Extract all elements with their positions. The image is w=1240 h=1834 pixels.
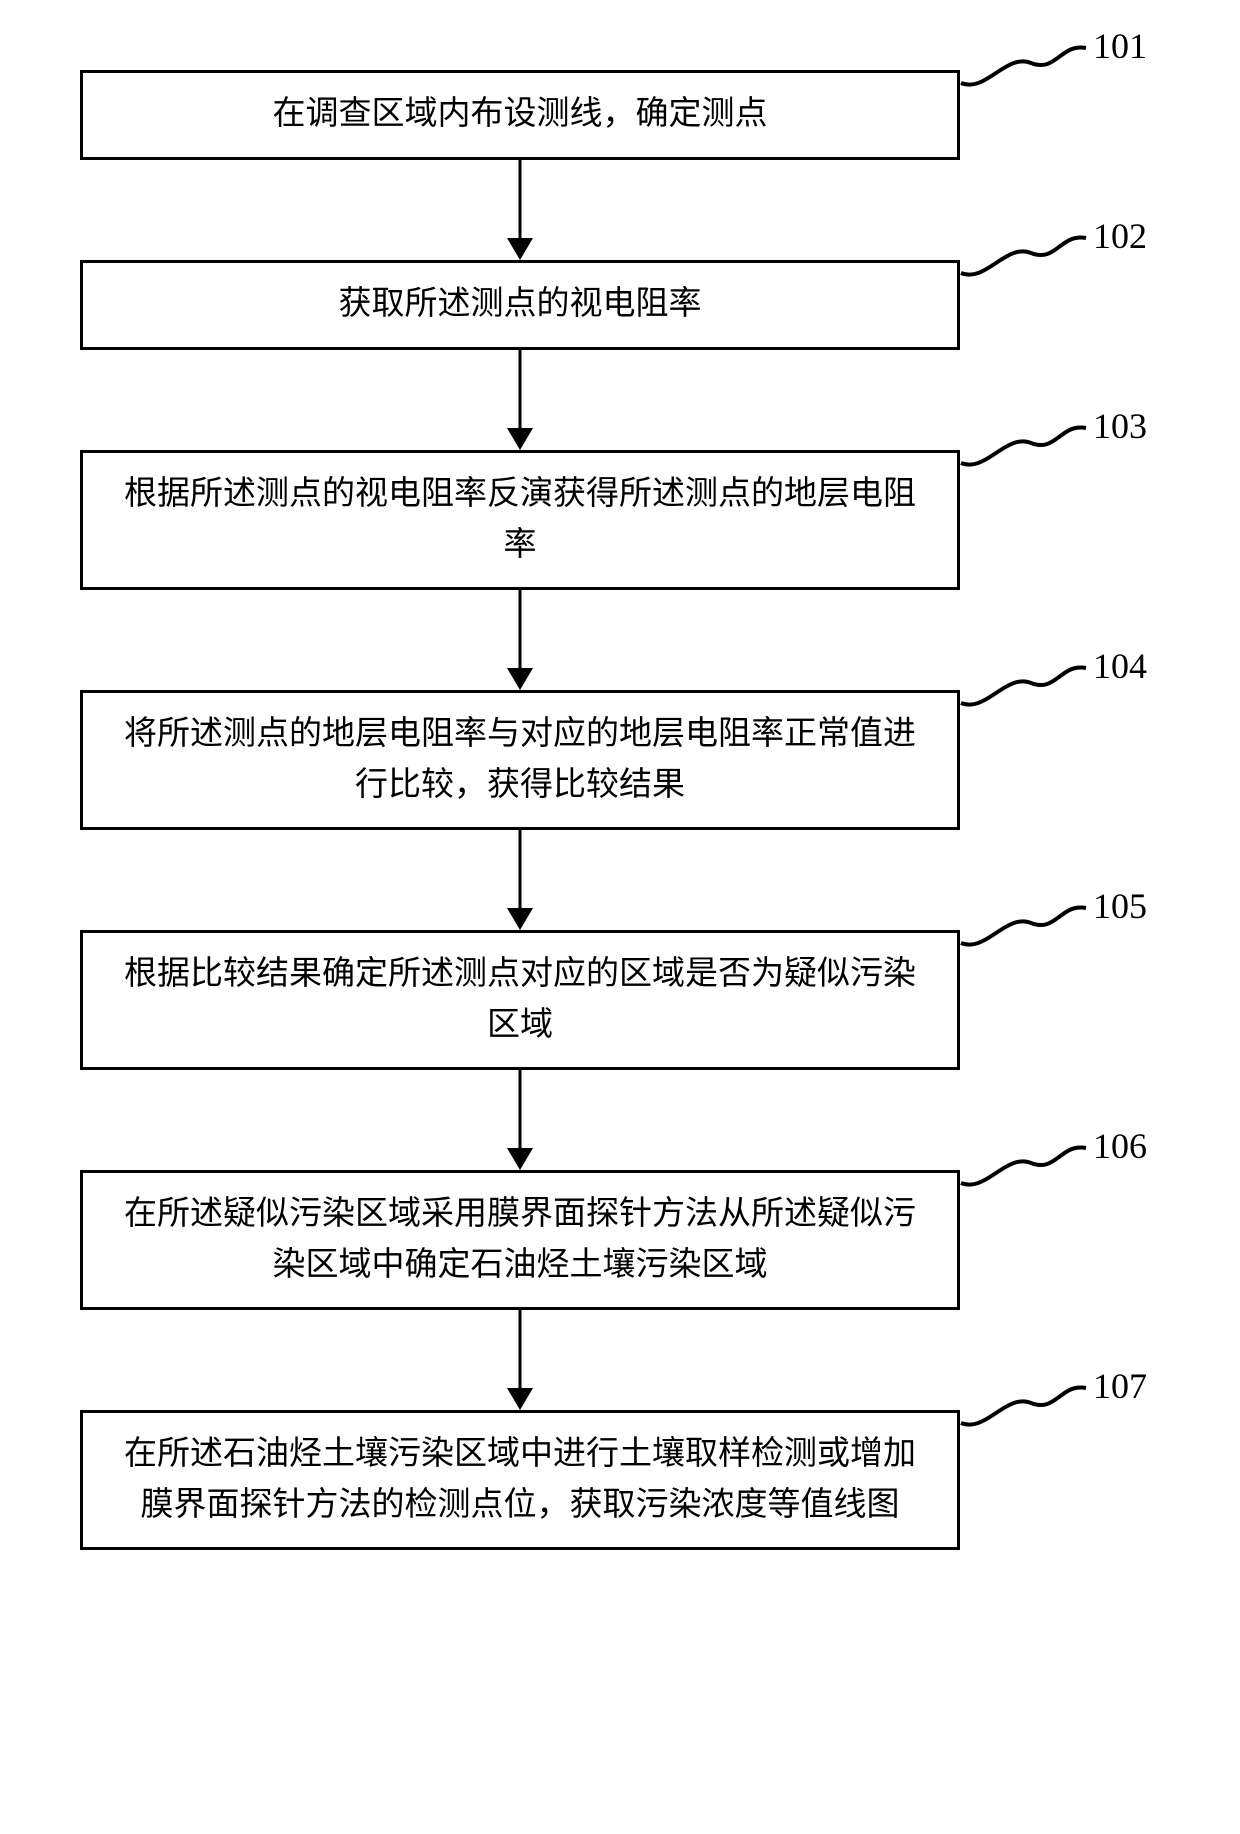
flow-step-label: 105 bbox=[1093, 885, 1147, 927]
flow-step-label: 107 bbox=[1093, 1365, 1147, 1407]
flow-step-106: 在所述疑似污染区域采用膜界面探针方法从所述疑似污染区域中确定石油烃土壤污染区域1… bbox=[80, 1170, 960, 1310]
step-connector bbox=[961, 1143, 1091, 1193]
step-connector bbox=[961, 423, 1091, 473]
arrow-down bbox=[80, 1070, 960, 1170]
arrow-down bbox=[80, 830, 960, 930]
step-connector bbox=[961, 233, 1091, 283]
flow-step-text: 在所述石油烃土壤污染区域中进行土壤取样检测或增加膜界面探针方法的检测点位，获取污… bbox=[113, 1429, 927, 1531]
arrow-down bbox=[80, 160, 960, 260]
arrow-down bbox=[80, 1310, 960, 1410]
arrow-down bbox=[80, 590, 960, 690]
arrow-down bbox=[80, 350, 960, 450]
flow-step-text: 获取所述测点的视电阻率 bbox=[339, 279, 702, 330]
step-connector bbox=[961, 1383, 1091, 1433]
step-connector bbox=[961, 903, 1091, 953]
flow-step-label: 101 bbox=[1093, 25, 1147, 67]
flowchart-container: 在调查区域内布设测线，确定测点101 获取所述测点的视电阻率102 根据所述测点的视… bbox=[80, 70, 1080, 1550]
step-connector bbox=[961, 663, 1091, 713]
flow-step-label: 104 bbox=[1093, 645, 1147, 687]
flow-step-text: 在调查区域内布设测线，确定测点 bbox=[273, 89, 768, 140]
flow-step-text: 根据比较结果确定所述测点对应的区域是否为疑似污染区域 bbox=[113, 949, 927, 1051]
flow-step-103: 根据所述测点的视电阻率反演获得所述测点的地层电阻率103 bbox=[80, 450, 960, 590]
step-connector bbox=[961, 43, 1091, 93]
flow-step-101: 在调查区域内布设测线，确定测点101 bbox=[80, 70, 960, 160]
flow-step-104: 将所述测点的地层电阻率与对应的地层电阻率正常值进行比较，获得比较结果104 bbox=[80, 690, 960, 830]
flow-step-label: 103 bbox=[1093, 405, 1147, 447]
flow-step-107: 在所述石油烃土壤污染区域中进行土壤取样检测或增加膜界面探针方法的检测点位，获取污… bbox=[80, 1410, 960, 1550]
flow-step-text: 在所述疑似污染区域采用膜界面探针方法从所述疑似污染区域中确定石油烃土壤污染区域 bbox=[113, 1189, 927, 1291]
flow-step-102: 获取所述测点的视电阻率102 bbox=[80, 260, 960, 350]
flow-step-text: 根据所述测点的视电阻率反演获得所述测点的地层电阻率 bbox=[113, 469, 927, 571]
flow-step-105: 根据比较结果确定所述测点对应的区域是否为疑似污染区域105 bbox=[80, 930, 960, 1070]
flow-step-label: 102 bbox=[1093, 215, 1147, 257]
flow-step-label: 106 bbox=[1093, 1125, 1147, 1167]
flow-step-text: 将所述测点的地层电阻率与对应的地层电阻率正常值进行比较，获得比较结果 bbox=[113, 709, 927, 811]
